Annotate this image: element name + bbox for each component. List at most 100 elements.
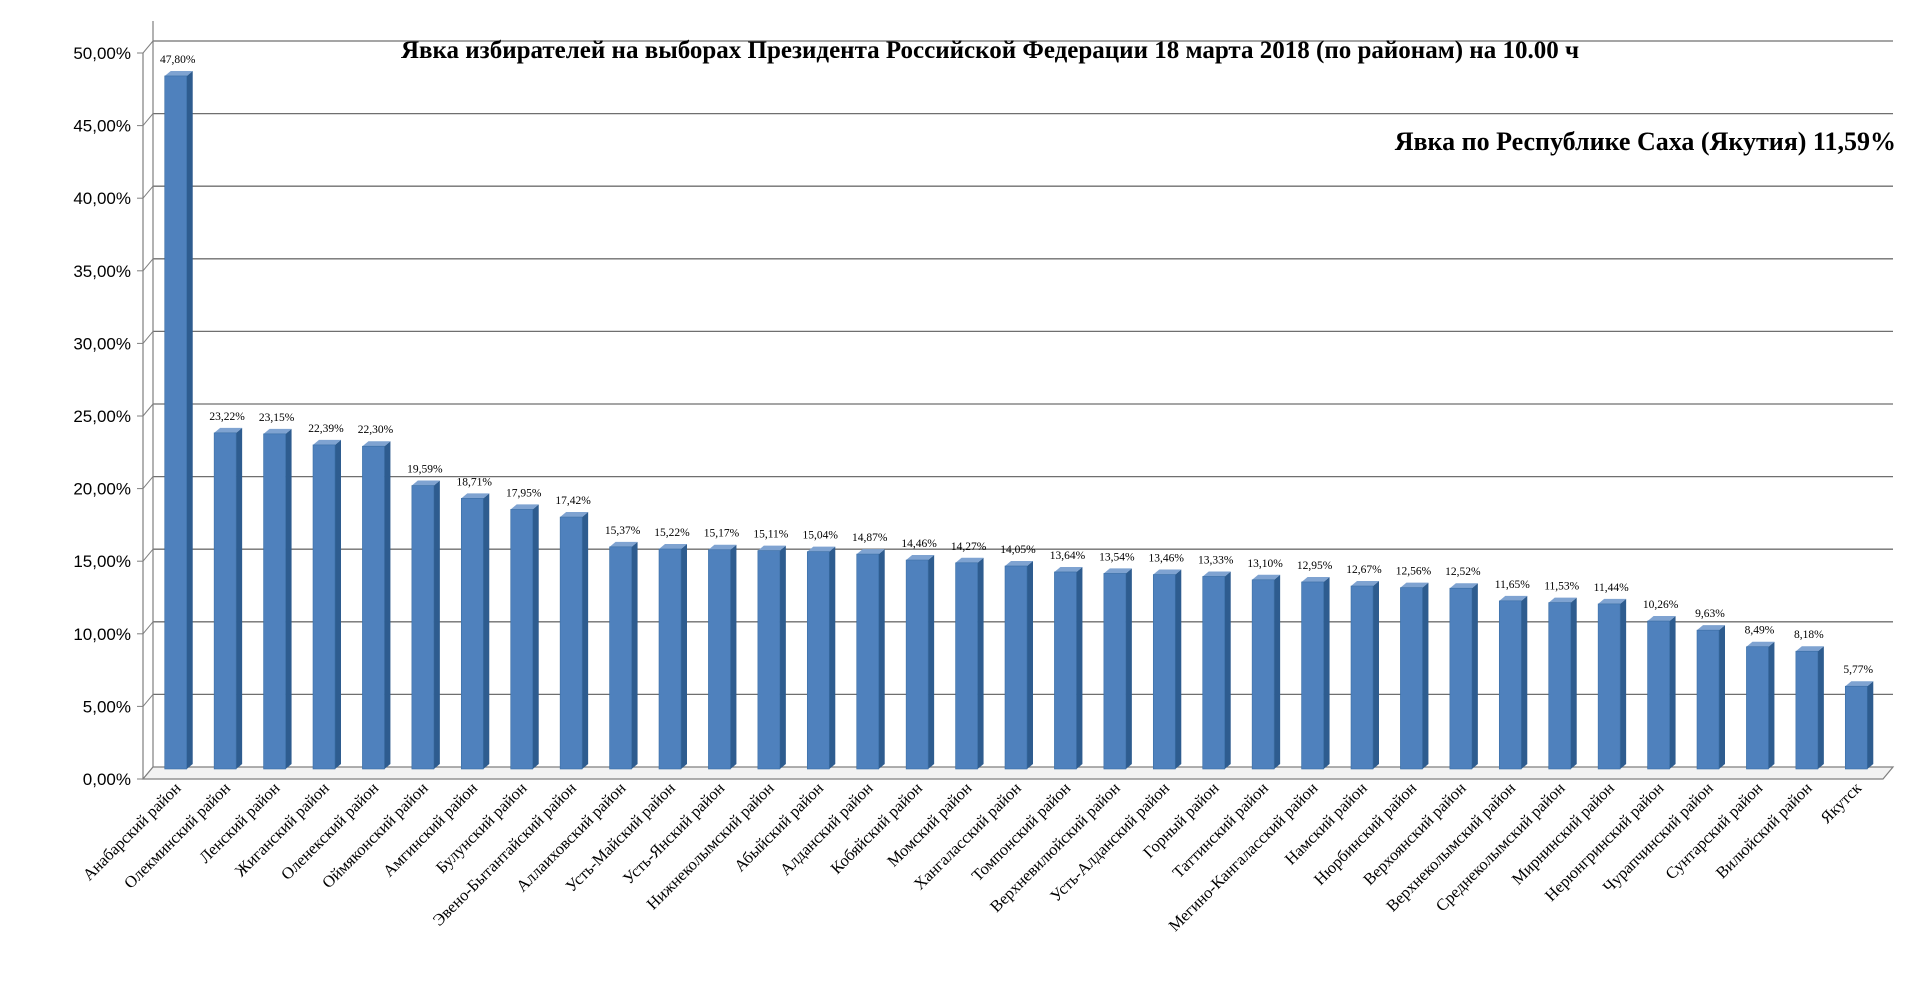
bar-side (1719, 625, 1725, 769)
bar-side (1669, 616, 1676, 769)
bar-front (1202, 576, 1226, 770)
bar (1498, 595, 1528, 770)
gridlines (153, 40, 1893, 696)
bar-top (856, 549, 885, 555)
data-label: 14,87% (852, 532, 888, 544)
data-label: 17,42% (555, 495, 591, 507)
bar (1597, 598, 1627, 770)
bar-front (1400, 587, 1423, 770)
bar-front (1301, 581, 1324, 770)
bar-side (928, 555, 935, 769)
data-label: 13,33% (1198, 554, 1234, 566)
bar-front (708, 549, 731, 770)
bar-front (955, 562, 978, 770)
bar-top (1647, 616, 1676, 622)
data-label: 15,37% (605, 525, 641, 537)
bar (1449, 583, 1478, 770)
bar-top (1845, 681, 1874, 687)
data-label: 10,26% (1643, 599, 1679, 611)
bar-top (1301, 576, 1330, 582)
bar (609, 541, 638, 770)
bar-side (1373, 581, 1379, 769)
axis-tick (142, 40, 154, 54)
bar-top (510, 504, 539, 510)
y-tick-label: 45,00% (73, 117, 131, 136)
data-label: 11,65% (1495, 579, 1530, 591)
bar-side (186, 70, 193, 770)
bar-top (1153, 569, 1182, 575)
axis-tick (142, 621, 154, 635)
bar-top (659, 544, 687, 550)
bar-top (1202, 571, 1231, 577)
bar-front (312, 444, 336, 770)
bar-front (905, 559, 929, 770)
bar-side (1076, 566, 1083, 769)
bar-side (1471, 583, 1478, 769)
axis-tick (142, 258, 154, 272)
bar-top (1005, 560, 1033, 566)
bar (263, 428, 292, 770)
data-label: 15,11% (753, 529, 788, 541)
bar-top (1252, 574, 1281, 580)
bar-top (461, 493, 490, 499)
data-label: 47,80% (160, 54, 196, 66)
bar (955, 557, 984, 770)
bar (213, 427, 243, 770)
bar (1004, 560, 1033, 770)
bar-side (977, 557, 984, 769)
y-tick-label: 50,00% (73, 44, 131, 63)
bar-side (1175, 569, 1182, 769)
bar (856, 549, 885, 770)
bar (312, 439, 341, 770)
bar-front (856, 553, 880, 770)
bar (1548, 597, 1577, 770)
bar-front (1844, 685, 1868, 770)
bar (411, 480, 440, 770)
bar-front (1548, 602, 1572, 770)
bar-top (757, 545, 786, 551)
bar-side (878, 549, 885, 769)
chart-subtitle: Явка по Республике Саха (Якутия) 11,59% (1395, 127, 1896, 156)
bar (164, 70, 193, 770)
bar (362, 441, 391, 770)
bar-side (1422, 582, 1429, 769)
bar-side (236, 427, 243, 769)
data-label: 12,52% (1445, 566, 1481, 578)
bar (1152, 569, 1182, 770)
bar (1202, 571, 1231, 770)
data-label: 17,95% (506, 487, 542, 499)
bar-side (1027, 560, 1033, 769)
data-label: 15,17% (704, 528, 740, 540)
y-tick-label: 0,00% (83, 770, 131, 789)
bar-front (1251, 579, 1275, 770)
data-label: 8,49% (1745, 625, 1775, 637)
bar (1103, 568, 1132, 770)
bar-top (609, 541, 638, 547)
y-tick-label: 25,00% (73, 407, 131, 426)
bar-front (1103, 573, 1127, 770)
data-label: 14,46% (901, 538, 937, 550)
bar-top (411, 480, 440, 486)
axis-tick (142, 185, 154, 199)
bar-top (1795, 646, 1824, 652)
bar-front (263, 433, 286, 770)
y-tick-label: 40,00% (73, 189, 131, 208)
bar-top (1697, 625, 1725, 631)
bar-front (1350, 585, 1374, 770)
bar (1795, 646, 1824, 770)
bar-top (955, 557, 984, 563)
axis-tick (142, 548, 154, 562)
y-tick-label: 10,00% (73, 625, 131, 644)
bar-front (757, 550, 781, 770)
data-label: 13,54% (1099, 551, 1135, 563)
axis-tick (142, 403, 154, 417)
axis-tick (142, 694, 154, 707)
bar-front (1647, 620, 1670, 770)
bar-front (164, 75, 188, 770)
bar-front (213, 432, 237, 770)
bar-side (1867, 681, 1874, 769)
bar (1696, 625, 1725, 770)
bar-top (807, 546, 836, 552)
data-label: 23,15% (259, 412, 295, 424)
